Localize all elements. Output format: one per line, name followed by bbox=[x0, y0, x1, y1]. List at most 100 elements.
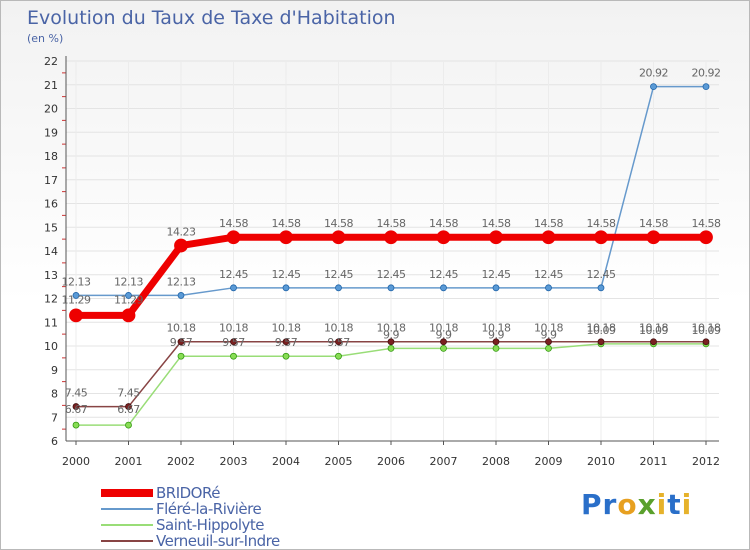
data-label: 14.58 bbox=[639, 217, 668, 230]
y-tick-label: 20 bbox=[44, 103, 58, 116]
data-label: 10.18 bbox=[587, 322, 616, 335]
data-point bbox=[282, 338, 290, 346]
data-label: 10.18 bbox=[377, 322, 406, 335]
data-point bbox=[545, 284, 552, 292]
y-tick-label: 19 bbox=[44, 126, 58, 139]
data-point bbox=[541, 230, 556, 245]
data-point bbox=[121, 308, 136, 323]
chart-subtitle: (en %) bbox=[27, 32, 64, 45]
proxiti-logo: Proxiti bbox=[581, 488, 693, 521]
data-label: 6.67 bbox=[65, 403, 88, 416]
data-label: 10.18 bbox=[482, 322, 511, 335]
data-point bbox=[597, 338, 605, 346]
data-label: 10.18 bbox=[429, 322, 458, 335]
data-point bbox=[436, 230, 451, 245]
data-point bbox=[230, 338, 237, 346]
y-tick-label: 16 bbox=[44, 198, 58, 211]
y-tick-label: 11 bbox=[44, 316, 58, 329]
x-tick-label: 2010 bbox=[587, 455, 615, 468]
data-label: 14.58 bbox=[219, 217, 248, 230]
data-point bbox=[646, 230, 661, 245]
data-label: 11.29 bbox=[114, 293, 143, 306]
data-point bbox=[440, 338, 447, 346]
data-label: 9.57 bbox=[222, 336, 245, 349]
x-tick-label: 2009 bbox=[535, 455, 563, 468]
data-point bbox=[335, 352, 342, 360]
data-point bbox=[492, 284, 500, 292]
data-label: 20.92 bbox=[639, 67, 668, 80]
legend-label: Fléré-la-Rivière bbox=[156, 500, 262, 518]
data-point bbox=[331, 230, 346, 245]
data-label: 12.45 bbox=[377, 268, 406, 281]
y-tick-label: 18 bbox=[44, 150, 58, 163]
data-point bbox=[72, 421, 80, 429]
data-point bbox=[492, 344, 500, 352]
y-tick-label: 13 bbox=[44, 269, 58, 282]
data-label: 9.9 bbox=[541, 328, 557, 341]
data-point bbox=[387, 284, 395, 292]
data-label: 9.57 bbox=[170, 336, 193, 349]
data-point bbox=[594, 230, 608, 245]
data-point bbox=[125, 421, 132, 429]
chart-title: Evolution du Taux de Taxe d'Habitation bbox=[27, 7, 396, 29]
data-label: 9.57 bbox=[327, 336, 350, 349]
data-point bbox=[545, 344, 552, 352]
legend-swatch bbox=[101, 524, 153, 526]
data-point bbox=[72, 403, 80, 410]
data-point bbox=[650, 338, 657, 346]
data-label: 12.45 bbox=[429, 268, 458, 281]
data-label: 12.13 bbox=[114, 275, 143, 288]
y-tick-label: 10 bbox=[44, 340, 58, 353]
y-tick-label: 8 bbox=[51, 388, 58, 401]
data-label: 14.58 bbox=[429, 217, 458, 230]
data-point bbox=[335, 338, 342, 346]
data-label: 10.09 bbox=[692, 324, 721, 337]
data-point bbox=[125, 292, 132, 299]
data-label: 10.18 bbox=[167, 322, 196, 335]
data-label: 10.18 bbox=[324, 322, 353, 335]
data-label: 14.58 bbox=[324, 217, 353, 230]
data-label: 9.9 bbox=[383, 328, 399, 341]
legend-label: Saint-Hippolyte bbox=[156, 516, 265, 534]
data-point bbox=[177, 338, 185, 346]
data-label: 10.18 bbox=[272, 322, 301, 335]
x-tick-label: 2007 bbox=[430, 455, 458, 468]
y-tick-label: 12 bbox=[44, 293, 58, 306]
data-label: 12.45 bbox=[219, 268, 248, 281]
x-tick-label: 2012 bbox=[692, 455, 720, 468]
data-point bbox=[699, 230, 713, 245]
y-tick-label: 14 bbox=[44, 245, 58, 258]
data-label: 12.45 bbox=[324, 268, 353, 281]
data-point bbox=[174, 238, 188, 253]
data-point bbox=[440, 284, 447, 292]
data-point bbox=[545, 338, 552, 346]
data-point bbox=[226, 230, 241, 245]
y-tick-label: 22 bbox=[44, 55, 58, 68]
y-tick-label: 15 bbox=[44, 221, 58, 234]
data-point bbox=[440, 344, 447, 352]
data-point bbox=[69, 308, 83, 323]
data-label: 12.13 bbox=[62, 275, 91, 288]
legend-swatch bbox=[101, 508, 153, 510]
data-point bbox=[492, 338, 500, 346]
y-tick-label: 9 bbox=[51, 364, 58, 377]
data-label: 11.29 bbox=[62, 293, 91, 306]
data-label: 12.45 bbox=[534, 268, 563, 281]
data-point bbox=[489, 230, 503, 245]
data-label: 12.45 bbox=[587, 268, 616, 281]
data-point bbox=[125, 403, 132, 410]
legend-label: BRIDORé bbox=[156, 484, 220, 502]
y-tick-label: 17 bbox=[44, 174, 58, 187]
data-point bbox=[177, 292, 185, 299]
data-label: 12.45 bbox=[482, 268, 511, 281]
data-label: 10.18 bbox=[534, 322, 563, 335]
data-label: 10.09 bbox=[587, 324, 616, 337]
data-label: 9.57 bbox=[275, 336, 298, 349]
data-label: 14.58 bbox=[377, 217, 406, 230]
data-label: 9.9 bbox=[488, 328, 504, 341]
data-label: 14.58 bbox=[587, 217, 616, 230]
data-point bbox=[650, 83, 657, 91]
data-label: 14.58 bbox=[534, 217, 563, 230]
